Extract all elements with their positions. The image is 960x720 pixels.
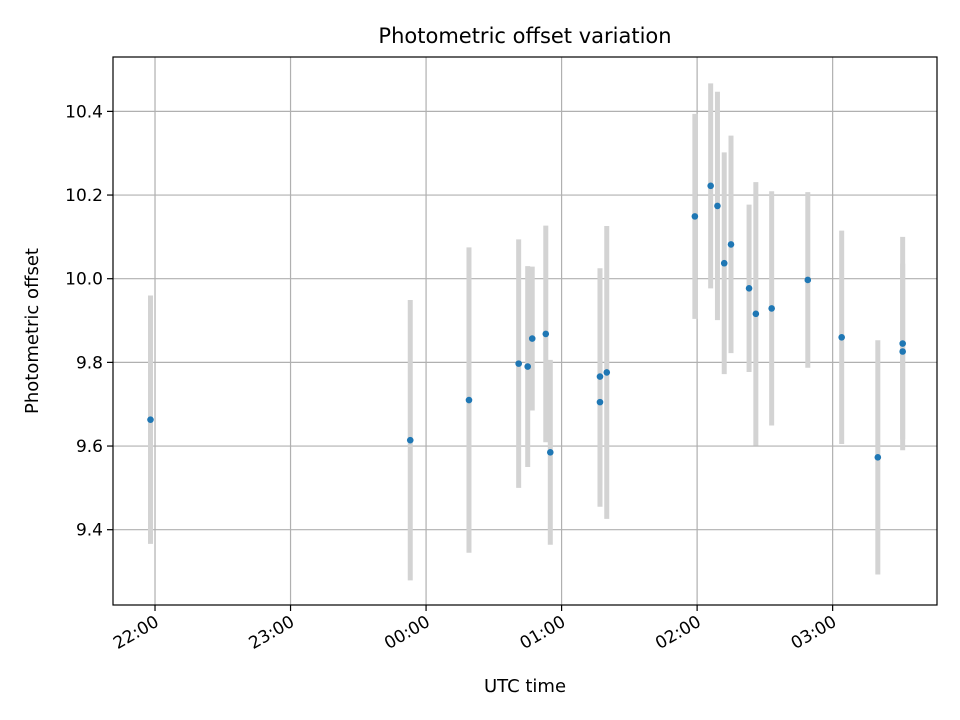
data-point [596, 373, 604, 380]
data-point [874, 454, 882, 461]
x-tick-label: 00:00 [381, 612, 433, 654]
grid [113, 57, 937, 605]
x-axis-ticks: 22:00 23:00 00:00 01:00 02:00 03:00 [110, 605, 840, 654]
x-tick-label: 02:00 [652, 612, 704, 654]
data-point [691, 213, 699, 220]
data-point [406, 436, 414, 444]
data-point [745, 285, 753, 292]
y-tick-label: 9.8 [76, 353, 103, 373]
data-point [596, 398, 604, 406]
data-point [465, 396, 473, 404]
data-point [752, 310, 760, 318]
plot-frame [112, 56, 938, 606]
data-point [528, 335, 536, 342]
x-axis-label: UTC time [484, 676, 566, 697]
data-point [720, 259, 728, 267]
data-point [768, 305, 775, 312]
x-tick-label: 23:00 [246, 612, 298, 654]
data-point [707, 182, 714, 190]
data-point [899, 340, 906, 347]
data-point [542, 330, 550, 338]
data-point [899, 348, 906, 355]
y-tick-label: 10.2 [65, 186, 103, 206]
data-point [804, 276, 812, 284]
x-tick-label: 03:00 [788, 612, 840, 654]
error-bars [147, 83, 906, 581]
data-point [546, 449, 554, 456]
data-point [838, 333, 845, 341]
data-point [147, 416, 154, 423]
x-tick-label: 22:00 [110, 612, 162, 654]
data-points [147, 182, 906, 461]
y-axis-label: Photometric offset [22, 248, 43, 414]
y-axis-ticks: 9.4 9.6 9.8 10.0 10.2 10.4 [65, 102, 113, 541]
x-tick-label: 01:00 [517, 612, 569, 654]
data-point [714, 202, 721, 210]
y-tick-label: 10.4 [65, 102, 103, 122]
data-point [727, 241, 735, 248]
data-point [603, 369, 611, 376]
data-point [524, 363, 532, 370]
y-tick-label: 9.6 [76, 437, 103, 457]
y-tick-label: 9.4 [76, 521, 103, 541]
chart-title: Photometric offset variation [378, 24, 671, 48]
data-point [515, 360, 522, 367]
y-tick-label: 10.0 [65, 270, 103, 290]
